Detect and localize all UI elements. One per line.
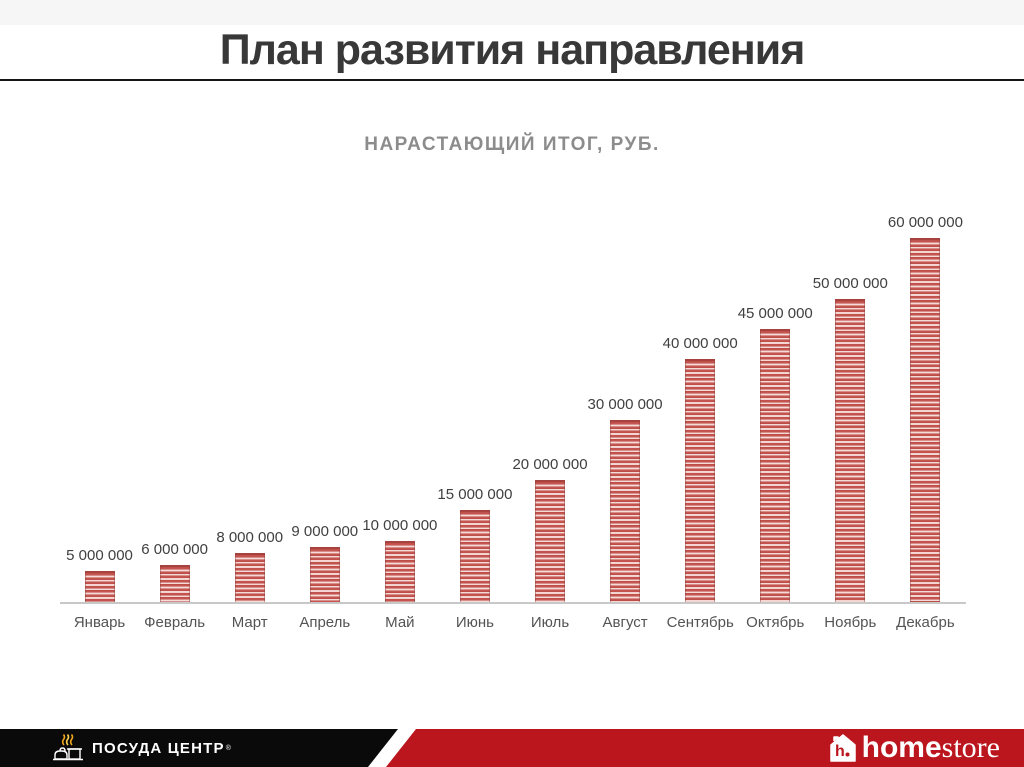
x-tick-label-Май: Май (385, 614, 415, 631)
footer: ПОСУДА ЦЕНТР ® h home store (0, 729, 1024, 767)
x-tick-label-Февраль: Февраль (144, 614, 206, 631)
bar-group-Март: 8 000 000 (212, 198, 287, 603)
bar-chart: 5 000 000 6 000 000 8 000 000 9 000 000 10 0… (62, 198, 963, 603)
bar-Октябрь (760, 328, 791, 603)
x-tick-label-Декабрь: Декабрь (896, 614, 955, 631)
bar-group-Январь: 5 000 000 (62, 198, 137, 603)
bar-group-Декабрь: 60 000 000 (888, 198, 963, 603)
house-icon: h (829, 734, 856, 762)
footer-black-band: ПОСУДА ЦЕНТР ® (0, 729, 398, 767)
posuda-center-label: ПОСУДА ЦЕНТР (92, 739, 225, 757)
bar-group-Октябрь: 45 000 000 (738, 198, 813, 603)
footer-red-band: h home store (386, 729, 1024, 767)
bar-Январь (84, 570, 115, 603)
homestore-logo: h home store (829, 731, 1000, 764)
bar-value-label: 20 000 000 (512, 456, 588, 473)
x-tick-label-Октябрь: Октябрь (746, 614, 805, 631)
x-tick-label-Ноябрь: Ноябрь (824, 614, 877, 631)
x-tick-label-Июнь: Июнь (455, 614, 494, 631)
bar-value-label: 8 000 000 (216, 528, 284, 546)
top-strip (0, 0, 1024, 26)
bar-value-label: 15 000 000 (437, 486, 513, 504)
bar-Март (234, 552, 265, 603)
page-title: План развития направления (219, 26, 806, 74)
bar-Декабрь (910, 238, 941, 603)
chart-title: НАРАСТАЮЩИЙ ИТОГ, РУБ. (364, 134, 660, 155)
bar-group-Май: 10 000 000 (362, 198, 437, 603)
bar-value-label: 45 000 000 (737, 304, 813, 322)
title-divider (0, 79, 1024, 81)
bar-group-Февраль: 6 000 000 (137, 198, 212, 603)
bar-Ноябрь (835, 298, 866, 603)
bar-Июнь (459, 510, 490, 603)
bar-group-Июль: 20 000 000 (512, 198, 588, 603)
x-tick-label-Январь: Январь (73, 614, 126, 631)
bar-value-label: 10 000 000 (362, 516, 438, 534)
homestore-label-store: store (941, 731, 1000, 764)
bar-Июль (535, 480, 565, 603)
bar-group-Июнь: 15 000 000 (437, 198, 512, 603)
homestore-label-home: home (861, 731, 942, 764)
x-tick-label-Апрель: Апрель (299, 614, 351, 631)
x-tick-label-Август: Август (602, 614, 648, 631)
bar-Май (384, 540, 415, 603)
bar-value-label: 6 000 000 (141, 540, 208, 558)
bar-value-label: 60 000 000 (887, 214, 963, 231)
svg-text:h: h (835, 743, 845, 760)
x-axis-tick-labels: Январь Февраль Март Апрель Май Июнь Июль Август… (62, 614, 963, 631)
bar-value-label: 9 000 000 (291, 522, 359, 540)
posuda-center-logo: ПОСУДА ЦЕНТР ® (52, 733, 231, 763)
x-tick-label-Июль: Июль (530, 614, 570, 631)
bar-Сентябрь (685, 359, 716, 603)
bar-value-label: 30 000 000 (587, 395, 663, 413)
bar-group-Ноябрь: 50 000 000 (813, 198, 888, 603)
bar-value-label: 50 000 000 (812, 274, 888, 292)
x-tick-label-Сентябрь: Сентябрь (666, 614, 734, 631)
bar-Август (610, 419, 641, 603)
bar-Апрель (309, 546, 340, 603)
registered-mark: ® (225, 744, 231, 752)
bar-group-Апрель: 9 000 000 (287, 198, 362, 603)
x-tick-label-Март: Март (231, 614, 268, 631)
bar-Февраль (159, 564, 190, 603)
cookware-flames-icon (53, 734, 83, 761)
bar-value-label: 5 000 000 (66, 546, 133, 564)
bar-group-Сентябрь: 40 000 000 (663, 198, 738, 603)
bar-value-label: 40 000 000 (662, 335, 738, 352)
x-axis-line (60, 602, 966, 604)
bar-group-Август: 30 000 000 (588, 198, 663, 603)
